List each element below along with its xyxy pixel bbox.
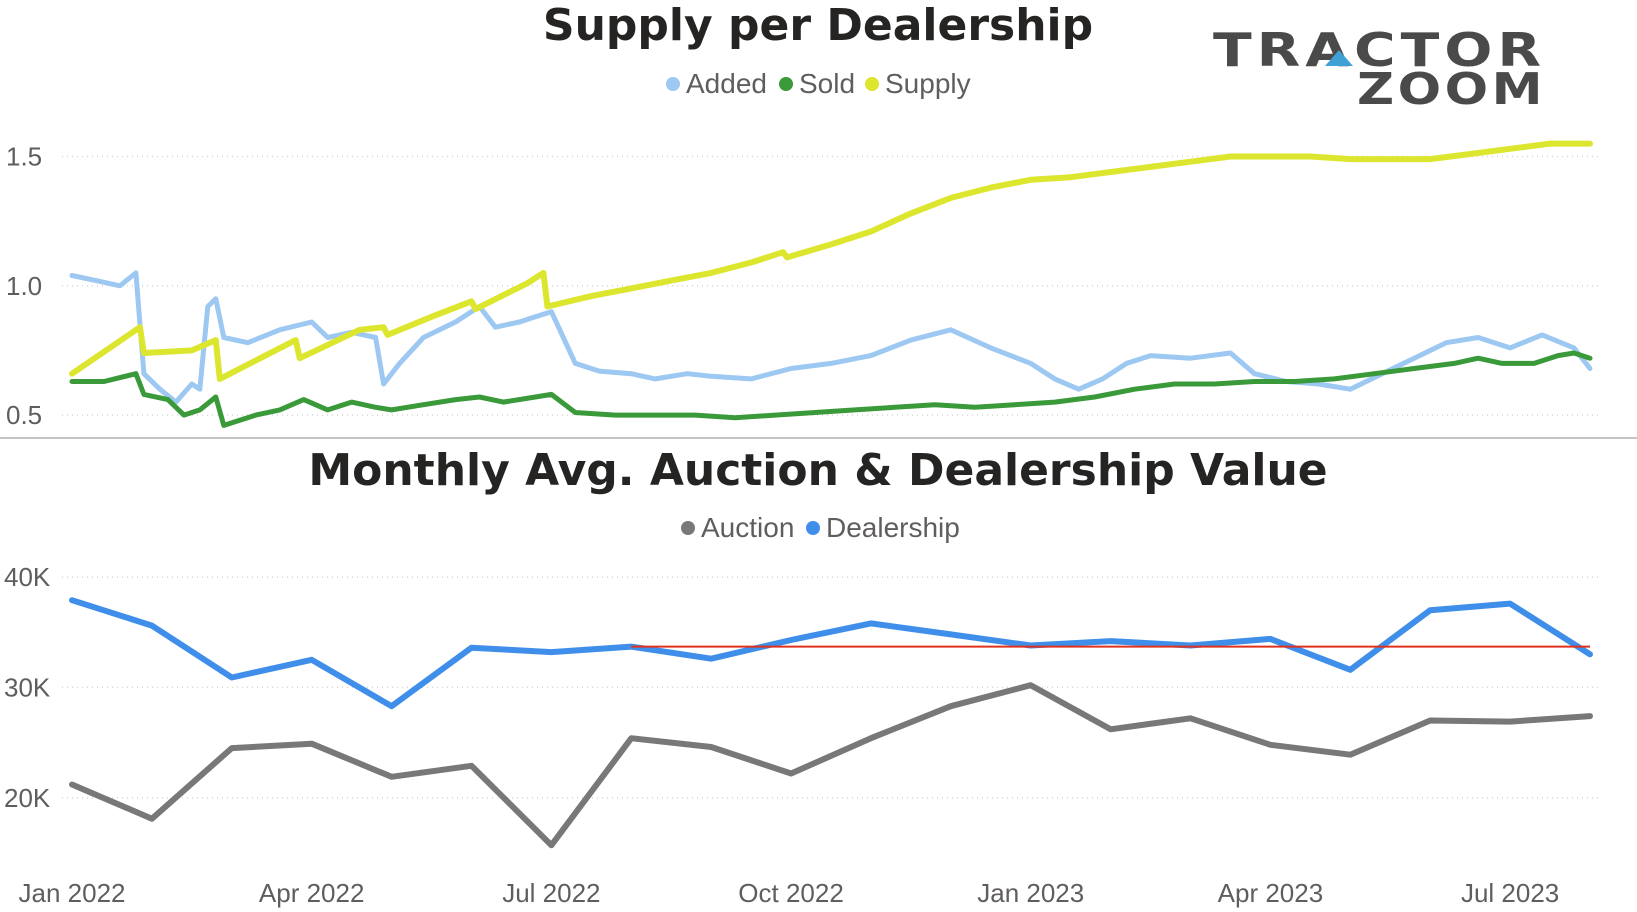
legend-dealership-label[interactable]: Dealership	[826, 512, 960, 543]
added-line	[69, 270, 1593, 405]
x-axis-tick: Jul 2023	[1461, 878, 1559, 908]
supply-y-tick: 1.0	[6, 271, 42, 301]
logo-line-1: TRACTOR	[1213, 23, 1546, 77]
legend-sold-marker	[779, 77, 793, 91]
x-axis-tick: Jan 2022	[19, 878, 126, 908]
value-y-tick: 40K	[4, 562, 51, 592]
logo-line-2: ZOOM	[1357, 64, 1546, 115]
dealership-line	[69, 597, 1593, 710]
value-y-tick: 20K	[4, 783, 51, 813]
tractor-zoom-logo: TRACTOR ZOOM	[1213, 23, 1546, 115]
supply-y-tick: 0.5	[6, 400, 42, 430]
legend-sold-label[interactable]: Sold	[799, 68, 855, 99]
sold-line	[69, 350, 1593, 428]
supply-line	[69, 140, 1593, 382]
supply-chart-title: Supply per Dealership	[543, 0, 1093, 51]
legend-supply-marker	[865, 77, 879, 91]
x-axis-tick: Apr 2023	[1218, 878, 1324, 908]
x-axis-tick: Jul 2022	[502, 878, 600, 908]
legend-dealership-marker	[806, 521, 820, 535]
value-y-tick: 30K	[4, 672, 51, 702]
legend-added-marker	[666, 77, 680, 91]
supply-chart: Supply per Dealership Added Sold Supply …	[6, 0, 1600, 430]
logo-triangle-icon	[1325, 50, 1353, 66]
legend-added-label[interactable]: Added	[686, 68, 767, 99]
supply-y-axis: 1.5 1.0 0.5	[6, 142, 42, 431]
value-chart-title: Monthly Avg. Auction & Dealership Value	[308, 445, 1327, 496]
legend-supply-label[interactable]: Supply	[885, 68, 971, 99]
value-chart: Monthly Avg. Auction & Dealership Value …	[4, 445, 1600, 908]
auction-line	[69, 682, 1593, 849]
supply-legend: Added Sold Supply	[666, 68, 971, 99]
value-gridlines	[62, 576, 1600, 799]
value-legend: Auction Dealership	[681, 512, 960, 543]
legend-auction-marker	[681, 521, 695, 535]
legend-auction-label[interactable]: Auction	[701, 512, 794, 543]
x-axis-tick: Apr 2022	[259, 878, 365, 908]
x-axis-tick: Oct 2022	[738, 878, 844, 908]
x-axis-tick: Jan 2023	[977, 878, 1084, 908]
value-y-axis: 40K 30K 20K	[4, 562, 51, 813]
x-axis: Jan 2022 Apr 2022 Jul 2022 Oct 2022 Jan 2023…	[19, 878, 1560, 908]
value-series	[69, 597, 1593, 849]
supply-series	[69, 140, 1593, 428]
supply-y-tick: 1.5	[6, 142, 42, 172]
